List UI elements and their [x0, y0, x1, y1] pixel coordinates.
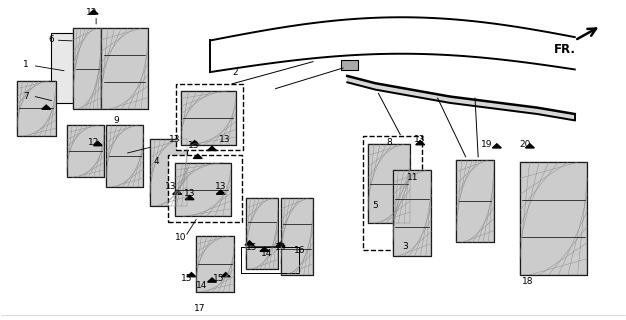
Text: 1: 1	[23, 60, 29, 69]
Text: 18: 18	[522, 277, 534, 286]
Bar	[106, 125, 143, 187]
Bar	[393, 170, 431, 256]
Bar	[280, 198, 313, 275]
Text: 14: 14	[197, 281, 208, 290]
Bar	[245, 198, 278, 269]
Bar	[73, 28, 101, 109]
Bar	[181, 91, 236, 145]
Bar	[456, 160, 494, 243]
Text: 16: 16	[294, 246, 305, 255]
Bar	[67, 125, 104, 178]
Bar	[67, 125, 104, 178]
Polygon shape	[193, 154, 202, 158]
Text: 7: 7	[23, 92, 29, 101]
Polygon shape	[416, 141, 424, 145]
Polygon shape	[208, 278, 217, 282]
Text: 20: 20	[519, 140, 531, 149]
Bar	[181, 91, 236, 145]
Polygon shape	[42, 105, 51, 109]
Bar	[101, 28, 148, 109]
Polygon shape	[245, 241, 254, 245]
Bar	[150, 140, 187, 206]
Bar	[363, 136, 422, 251]
Text: 9: 9	[114, 116, 120, 125]
Polygon shape	[187, 273, 196, 277]
Polygon shape	[190, 141, 199, 145]
Polygon shape	[260, 247, 269, 252]
Text: 17: 17	[194, 304, 205, 313]
Text: FR.: FR.	[554, 44, 576, 56]
Text: 13: 13	[414, 135, 426, 144]
Text: 3: 3	[403, 242, 408, 251]
Text: 12: 12	[86, 8, 98, 17]
Bar	[280, 198, 313, 275]
Text: 13: 13	[218, 135, 230, 144]
Text: 13: 13	[215, 182, 227, 191]
Polygon shape	[173, 190, 182, 194]
Polygon shape	[525, 144, 535, 148]
Bar	[196, 236, 235, 292]
Text: 11: 11	[407, 173, 418, 182]
Text: 13: 13	[165, 182, 177, 191]
Text: 4: 4	[153, 157, 159, 166]
Bar	[520, 162, 587, 275]
Text: 8: 8	[386, 138, 392, 147]
Bar	[368, 144, 410, 223]
Bar	[393, 170, 431, 256]
Bar	[168, 155, 242, 222]
Text: 13: 13	[169, 135, 180, 144]
Text: 12: 12	[88, 138, 100, 147]
Bar	[520, 162, 587, 275]
Bar	[51, 33, 86, 103]
Text: 15: 15	[246, 243, 258, 252]
Bar	[368, 144, 410, 223]
Bar	[175, 163, 231, 216]
Bar	[196, 236, 235, 292]
Polygon shape	[93, 142, 103, 146]
Text: 15: 15	[212, 275, 224, 284]
Text: 15: 15	[182, 275, 193, 284]
Text: 15: 15	[275, 243, 286, 252]
Polygon shape	[276, 242, 285, 246]
Bar	[341, 60, 359, 69]
Bar	[456, 160, 494, 243]
Bar	[150, 140, 187, 206]
Bar	[175, 163, 231, 216]
Polygon shape	[185, 196, 194, 200]
Text: 19: 19	[481, 140, 492, 149]
Text: 10: 10	[175, 233, 187, 242]
Polygon shape	[217, 190, 225, 194]
Text: 13: 13	[188, 141, 199, 150]
Text: 6: 6	[48, 35, 54, 44]
Bar	[176, 84, 243, 150]
Bar	[101, 28, 148, 109]
Polygon shape	[222, 273, 230, 277]
Text: 14: 14	[260, 249, 272, 258]
Bar	[17, 81, 56, 136]
Text: 13: 13	[184, 189, 195, 198]
Text: 5: 5	[372, 202, 378, 211]
Bar	[245, 198, 278, 269]
Bar	[73, 28, 101, 109]
Polygon shape	[493, 144, 501, 148]
Bar	[106, 125, 143, 187]
Bar	[17, 81, 56, 136]
Text: 2: 2	[232, 68, 238, 77]
Polygon shape	[89, 10, 98, 14]
Polygon shape	[208, 146, 217, 150]
